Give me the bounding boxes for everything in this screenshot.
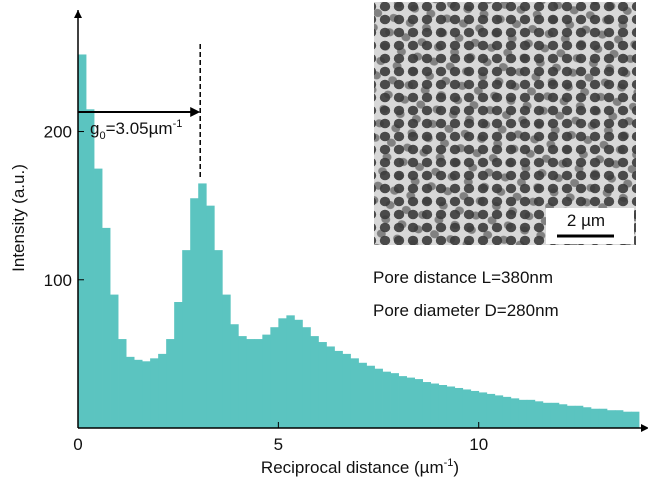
x-axis-label-tail: )	[453, 458, 459, 477]
y-tick-label: 100	[44, 271, 72, 290]
bar	[510, 398, 520, 428]
bar	[86, 109, 95, 428]
bar	[534, 401, 544, 428]
bar	[238, 336, 247, 428]
bar	[366, 365, 375, 428]
bar	[166, 339, 175, 428]
bar	[294, 319, 303, 428]
bar	[374, 368, 383, 428]
bar	[134, 359, 143, 428]
bar	[158, 353, 167, 428]
marker-label-part: g	[90, 119, 99, 138]
bar	[174, 302, 183, 428]
bar	[622, 411, 632, 428]
bar	[334, 350, 343, 428]
bar	[102, 227, 111, 428]
bar	[406, 377, 415, 428]
bar	[454, 387, 464, 428]
bar	[94, 168, 103, 428]
bar	[430, 383, 440, 428]
bar	[606, 410, 616, 428]
marker-label-part: =3.05µm	[106, 119, 173, 138]
bar	[254, 339, 263, 428]
bar	[206, 205, 215, 428]
note: Pore distance L=380nm	[373, 268, 553, 287]
bar	[326, 346, 335, 428]
marker-label-part: 0	[99, 130, 105, 142]
y-tick-label: 200	[44, 123, 72, 142]
bar	[350, 358, 359, 428]
bar	[198, 183, 207, 428]
bar	[438, 385, 448, 428]
bar	[502, 396, 512, 428]
bar	[78, 54, 87, 429]
bar	[358, 362, 367, 428]
sem-inset: 2 µm	[374, 2, 636, 245]
x-tick-label: 5	[274, 435, 283, 454]
bar	[478, 392, 488, 428]
bar	[382, 371, 391, 428]
scale-bar-label: 2 µm	[567, 211, 605, 230]
bar	[278, 318, 287, 428]
bar	[494, 395, 504, 428]
x-axis-arrow	[641, 424, 648, 432]
bar	[126, 356, 135, 428]
bar	[414, 379, 424, 428]
plot	[78, 54, 640, 429]
bar	[262, 334, 271, 428]
bar	[582, 407, 592, 428]
x-tick-label: 0	[73, 435, 82, 454]
bar	[246, 339, 255, 428]
marker-label: g0=3.05µm-1	[90, 118, 182, 142]
y-axis-arrow	[74, 10, 82, 18]
x-axis-label: Reciprocal distance (µm-1)	[261, 457, 459, 477]
bar	[230, 324, 239, 428]
bar	[142, 361, 151, 428]
bar	[422, 382, 432, 428]
note: Pore diameter D=280nm	[373, 301, 559, 320]
bar	[342, 353, 351, 428]
y-axis-label: Intensity (a.u.)	[9, 164, 28, 272]
bar	[614, 410, 624, 428]
x-axis-label-text: Reciprocal distance (µm	[261, 458, 444, 477]
bar	[302, 327, 311, 428]
bar	[630, 411, 640, 428]
bar	[550, 402, 560, 428]
bar	[286, 315, 295, 428]
bar	[222, 294, 231, 428]
marker-label-part: -1	[173, 118, 183, 130]
bar	[110, 294, 119, 428]
x-tick-label: 10	[469, 435, 488, 454]
marker-arrowhead	[190, 107, 201, 117]
bar	[398, 376, 407, 428]
bar	[182, 250, 191, 428]
bar	[558, 404, 568, 428]
bar	[542, 402, 552, 428]
bar	[446, 386, 456, 428]
bar	[390, 373, 399, 428]
bar	[214, 250, 223, 428]
bar	[190, 198, 199, 428]
bar	[310, 336, 319, 428]
bar	[574, 405, 584, 428]
bar	[462, 389, 472, 428]
bar	[318, 342, 327, 428]
bar	[118, 339, 127, 428]
bar	[566, 405, 576, 428]
x-axis-label-sup: -1	[444, 457, 454, 469]
bar	[150, 358, 159, 428]
bar	[518, 399, 528, 428]
bar	[598, 408, 608, 428]
bar	[470, 390, 480, 428]
bar	[486, 393, 496, 428]
bar	[590, 408, 600, 428]
bar	[526, 399, 536, 428]
bar	[270, 327, 279, 428]
